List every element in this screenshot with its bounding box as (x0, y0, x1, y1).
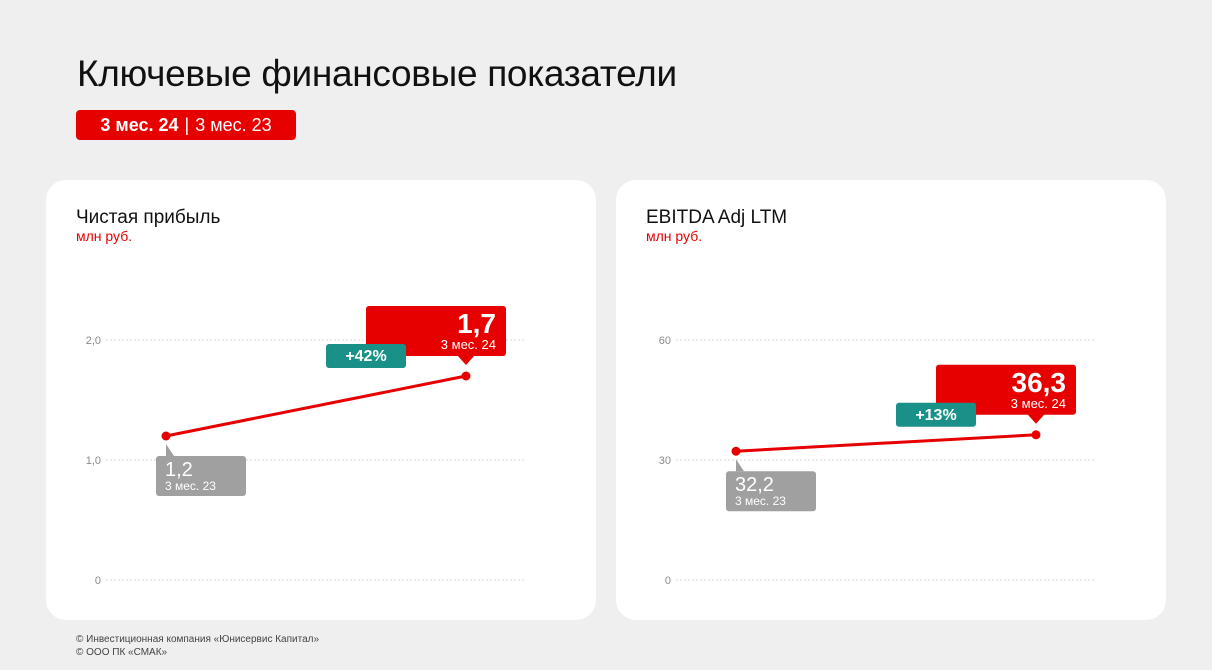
previous-callout-pointer (736, 459, 744, 472)
period-current-label: 3 мес. 24 (100, 114, 179, 135)
y-tick-label: 1,0 (86, 455, 101, 467)
net-profit-chart: 0 1,0 2,0 1,23 мес. 23 1,73 мес. 24 +42% (86, 306, 526, 587)
y-tick-label: 30 (659, 455, 671, 467)
current-period-label: 3 мес. 24 (441, 337, 496, 352)
y-tick-label: 60 (659, 335, 671, 347)
current-value-callout (936, 364, 1076, 415)
y-tick-label: 2,0 (86, 335, 101, 347)
data-point-previous (161, 431, 171, 441)
previous-value-label: 32,2 (735, 474, 774, 496)
chart-title: EBITDA Adj LTM (646, 207, 788, 228)
data-point-current (1031, 430, 1041, 440)
data-point-current (461, 371, 471, 381)
previous-callout-pointer (166, 444, 174, 456)
chart-unit: млн руб. (76, 228, 133, 244)
page-title: Ключевые финансовые показатели (77, 53, 677, 94)
footer-copyright-2: © ООО ПК «СМАК» (76, 647, 168, 658)
current-value-callout (366, 306, 506, 356)
ebitda-card: EBITDA Adj LTM млн руб. 0 30 60 32,2 3 мес. … (616, 180, 1166, 620)
previous-period-label: 3 мес. 23 (165, 479, 216, 493)
previous-value-callout (156, 456, 246, 496)
period-badge: 3 мес. 24 | 3 мес. 23 (76, 110, 296, 140)
chart-title: Чистая прибыль (76, 207, 221, 228)
current-callout-pointer (1027, 413, 1045, 424)
previous-value-label: 1,2 (165, 459, 193, 481)
growth-label: +13% (915, 407, 956, 424)
previous-period-label: 3 мес. 23 (735, 494, 786, 508)
current-callout-pointer (457, 355, 475, 365)
y-tick-label: 0 (665, 575, 671, 587)
series-line (734, 433, 1038, 453)
current-period-label: 3 мес. 24 (1011, 396, 1066, 411)
growth-label: +42% (345, 348, 386, 365)
growth-badge (896, 402, 976, 427)
current-value-label: 1,7 (457, 308, 496, 339)
growth-badge (326, 344, 406, 368)
y-tick-label: 0 (95, 575, 101, 587)
previous-value-callout (726, 471, 816, 512)
net-profit-card: Чистая прибыль млн руб. 0 1,0 2,0 1,2 3 мес.… (46, 180, 596, 620)
footer-copyright-1: © Инвестиционная компания «Юнисервис Кап… (76, 634, 320, 645)
period-separator: | (184, 114, 190, 135)
series-line (164, 374, 468, 438)
chart-unit: млн руб. (646, 228, 703, 244)
ebitda-chart: 0 30 60 32,23 мес. 23 36,33 мес. 24 +13% (659, 335, 1096, 587)
footer: © Инвестиционная компания «Юнисервис Кап… (76, 633, 319, 659)
current-value-label: 36,3 (1012, 367, 1067, 398)
period-previous-label: 3 мес. 23 (195, 114, 272, 135)
data-point-previous (731, 446, 741, 456)
